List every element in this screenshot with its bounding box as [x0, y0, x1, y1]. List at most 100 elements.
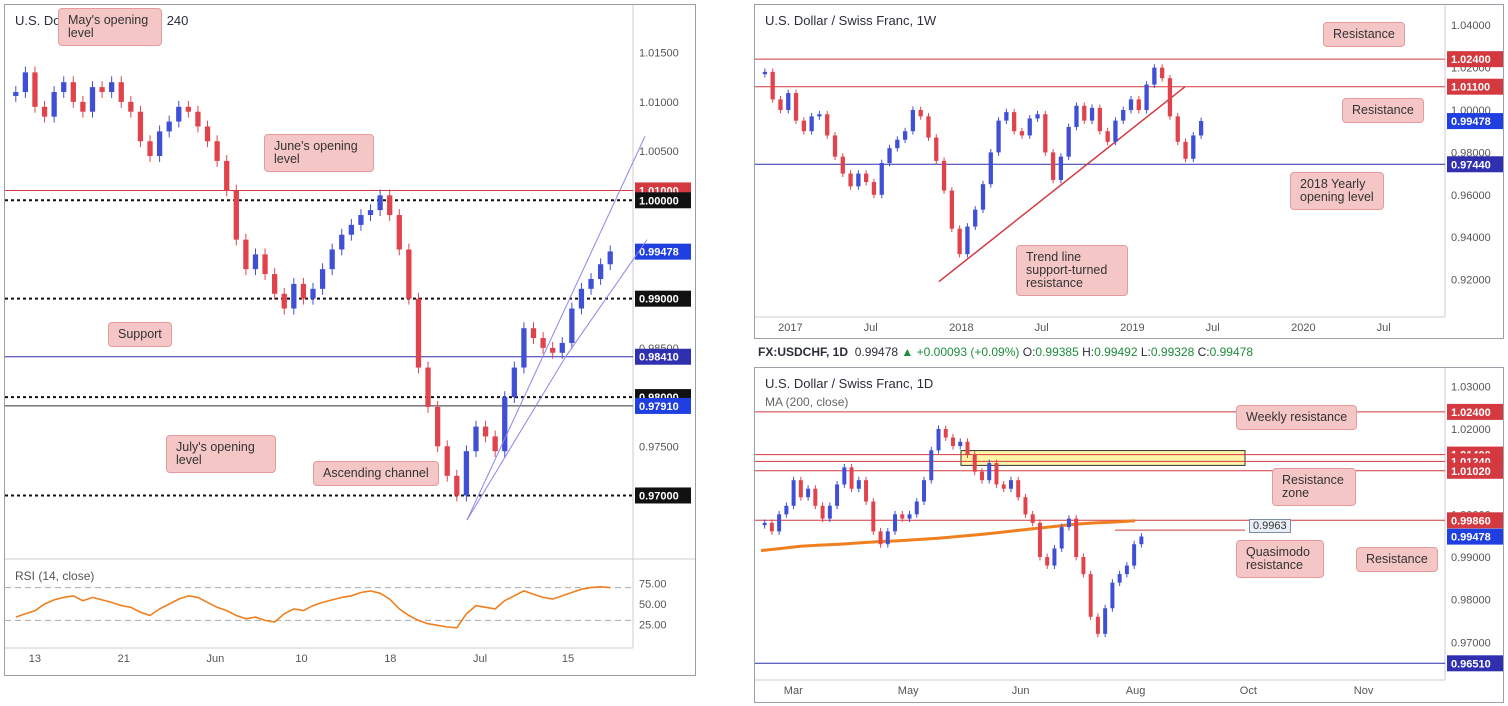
- candle-body: [147, 141, 153, 156]
- candle-body: [1066, 126, 1071, 157]
- rsi-tick-label: 25.00: [639, 620, 667, 632]
- candle-body: [856, 173, 861, 187]
- candle-body: [214, 141, 220, 161]
- level-tag-bg: [635, 290, 691, 307]
- high-value: 0.99492: [1094, 345, 1138, 359]
- candle-body: [1004, 112, 1009, 121]
- candle-body: [994, 463, 999, 485]
- y-tick-label: 1.01500: [639, 48, 679, 60]
- y-tick-label: 0.92000: [1451, 275, 1491, 287]
- candle-body: [185, 106, 192, 112]
- chart-4h: 1.015001.010001.005000.995000.985000.975…: [5, 5, 695, 665]
- candle-body: [1095, 616, 1100, 634]
- candle-body: [22, 72, 29, 93]
- candle-body: [367, 210, 374, 216]
- candle-body: [588, 279, 594, 289]
- candle-body: [958, 441, 963, 447]
- candle-body: [1037, 522, 1042, 558]
- channel-lower-line: [466, 357, 566, 521]
- level-tag: 0.99478: [639, 247, 679, 259]
- y-tick-label: 1.02000: [1451, 424, 1491, 436]
- candle-body: [762, 71, 768, 75]
- candle-body: [1052, 548, 1057, 566]
- candle-body: [252, 254, 259, 270]
- candle-body: [1066, 518, 1071, 528]
- candle-body: [1136, 99, 1141, 111]
- level-tag: 0.99860: [1451, 515, 1491, 527]
- candle-body: [806, 488, 811, 498]
- candle-body: [1121, 110, 1126, 121]
- candle-body: [118, 82, 124, 102]
- ma-200-line: [760, 519, 1136, 553]
- x-tick-label: 21: [118, 653, 130, 665]
- candle-body: [80, 101, 86, 112]
- candle-body: [1008, 480, 1013, 489]
- level-tag-bg: [1447, 113, 1503, 130]
- candle-body: [949, 190, 954, 229]
- candle-body: [1097, 107, 1102, 132]
- candle-body: [1012, 112, 1017, 132]
- callout-weekly-resistance: Weekly resistance: [1236, 405, 1358, 430]
- candle-body: [550, 347, 556, 353]
- level-tag: 1.01100: [1451, 82, 1490, 94]
- candle-body: [569, 308, 575, 343]
- candle-body: [463, 451, 470, 496]
- channel-lower-line-ext: [564, 239, 648, 359]
- candle-body: [864, 480, 869, 502]
- candle-body: [1191, 135, 1196, 159]
- candle-body: [32, 72, 38, 107]
- level-tag: 1.02400: [1451, 54, 1491, 66]
- candle-body: [348, 224, 354, 235]
- channel-upper-line: [466, 136, 646, 521]
- candle-body: [1144, 84, 1149, 111]
- candle-body: [1019, 131, 1025, 136]
- level-tag-bg: [1447, 655, 1503, 672]
- candle-body: [41, 106, 48, 117]
- callout-trend-line: Trend line support-turned resistance: [1016, 245, 1128, 296]
- candle-body: [1105, 131, 1110, 142]
- level-tag: 0.97440: [1451, 159, 1491, 171]
- x-tick-label: Jun: [206, 653, 224, 665]
- callout-quasimodo: Quasimodo resistance: [1236, 540, 1324, 578]
- callout-weekly-resistance-1: Resistance: [1323, 22, 1405, 47]
- candle-body: [511, 367, 517, 398]
- candle-body: [281, 293, 287, 309]
- candle-body: [70, 82, 76, 102]
- candle-body: [980, 184, 986, 210]
- panel-1d: 1.030001.020001.010001.000000.990000.980…: [754, 367, 1504, 703]
- candle-body: [291, 283, 297, 309]
- level-tag-bg: [1447, 462, 1503, 479]
- symbol-label: FX:USDCHF, 1D: [758, 345, 849, 359]
- level-tag: 0.99000: [639, 294, 679, 306]
- level-tag-bg: [1447, 403, 1503, 420]
- candle-body: [922, 480, 927, 502]
- low-label: L:: [1140, 345, 1151, 359]
- level-tag-bg: [1447, 528, 1503, 545]
- x-tick-label: 2017: [778, 322, 802, 334]
- candle-body: [957, 228, 962, 255]
- candle-body: [848, 173, 853, 187]
- candle-body: [444, 446, 450, 476]
- candle-body: [310, 288, 316, 299]
- level-tag: 1.02400: [1451, 407, 1491, 419]
- high-label: H:: [1082, 345, 1095, 359]
- candle-body: [99, 87, 105, 93]
- candle-body: [926, 116, 931, 138]
- candle-body: [817, 114, 822, 117]
- candle-body: [918, 110, 923, 117]
- candle-body: [762, 522, 767, 526]
- candle-body: [1074, 518, 1079, 558]
- candle-body: [176, 106, 182, 122]
- candle-body: [820, 505, 825, 519]
- candle-body: [842, 467, 847, 485]
- x-tick-label: 15: [562, 653, 574, 665]
- y-tick-label: 1.01000: [639, 97, 679, 109]
- candle-body: [996, 120, 1001, 153]
- candle-body: [51, 92, 57, 117]
- y-tick-label: 0.99000: [1451, 552, 1491, 564]
- qm-value-tag: 0.9963: [1249, 519, 1291, 533]
- candle-body: [914, 501, 919, 515]
- callout-julys-opening: July's opening level: [166, 435, 276, 473]
- resistance-zone: [960, 450, 1246, 466]
- candle-body: [607, 251, 613, 265]
